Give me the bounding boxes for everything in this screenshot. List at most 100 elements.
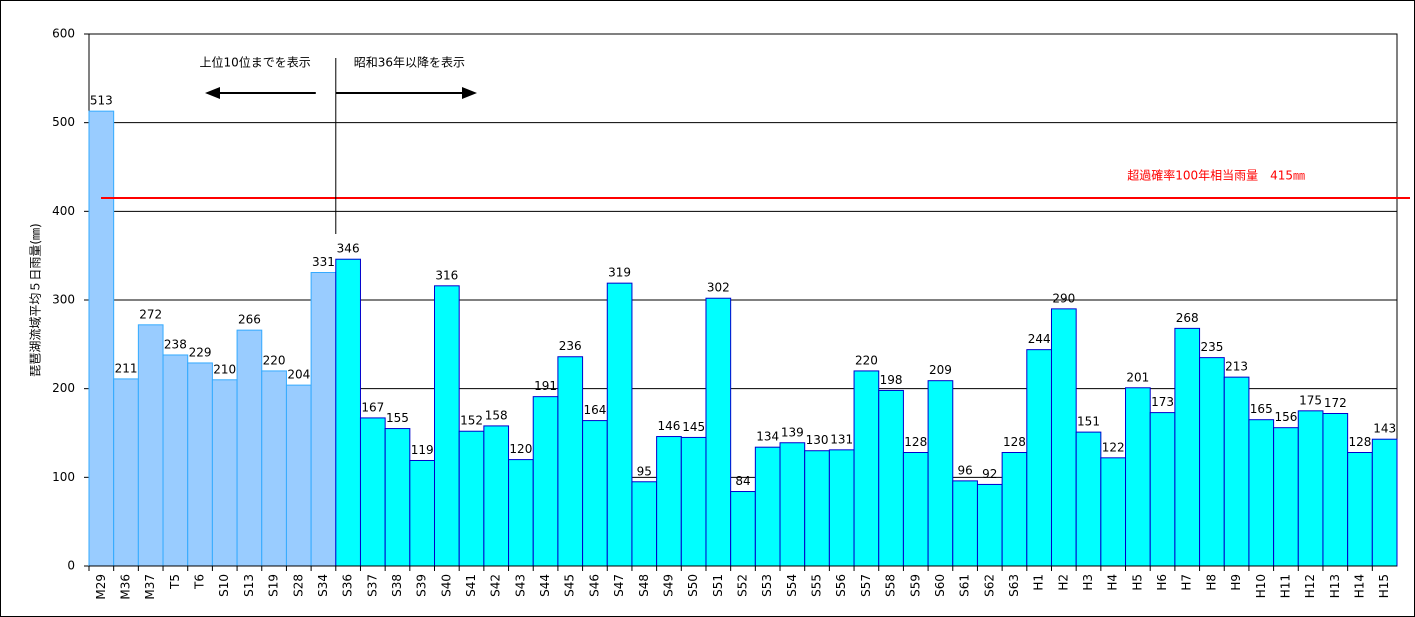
x-tick-label: H4 <box>1106 574 1120 591</box>
value-label: 172 <box>1324 396 1347 410</box>
bar <box>804 450 830 567</box>
value-label: 84 <box>735 474 750 488</box>
y-tick-label: 500 <box>52 115 75 129</box>
x-tick-label: M29 <box>94 574 108 600</box>
bar <box>1174 327 1201 567</box>
value-label: 235 <box>1200 340 1223 354</box>
bar <box>927 380 954 567</box>
x-tick-label: S53 <box>760 574 774 597</box>
x-tick-label: S19 <box>267 574 281 597</box>
bar <box>656 436 682 567</box>
value-label: 244 <box>1028 332 1051 346</box>
x-tick-label: H7 <box>1180 574 1194 591</box>
bar <box>458 430 485 567</box>
value-label: 146 <box>658 419 681 433</box>
x-tick-label: H8 <box>1204 574 1218 591</box>
value-label: 198 <box>880 373 903 387</box>
value-label: 131 <box>830 432 853 446</box>
bar <box>261 370 287 567</box>
value-label: 191 <box>534 379 557 393</box>
x-tick-label: H14 <box>1352 574 1366 598</box>
x-tick-label: S39 <box>415 574 429 597</box>
bar <box>680 436 707 567</box>
value-label: 236 <box>559 339 582 353</box>
x-tick-label: S38 <box>390 574 404 597</box>
x-tick-label: H3 <box>1081 574 1095 591</box>
bar <box>976 483 1003 567</box>
x-tick-label: H2 <box>1056 574 1070 591</box>
x-tick-label: S55 <box>810 574 824 597</box>
x-tick-label: S57 <box>859 574 873 597</box>
bar <box>162 354 189 567</box>
bar <box>1371 438 1398 567</box>
x-tick-label: S56 <box>834 574 848 597</box>
value-label: 152 <box>460 414 483 428</box>
x-tick-label: S52 <box>736 574 750 597</box>
bar <box>1297 410 1324 567</box>
bar <box>1149 412 1176 567</box>
bar <box>1248 419 1275 567</box>
reference-label: 超過確率100年相当雨量 415㎜ <box>1127 168 1305 183</box>
value-label: 128 <box>1349 435 1372 449</box>
value-label: 272 <box>139 307 162 321</box>
x-tick-label: S60 <box>933 574 947 597</box>
value-label: 128 <box>904 435 927 449</box>
x-tick-label: T6 <box>193 574 207 590</box>
bar <box>236 329 263 567</box>
value-label: 319 <box>608 266 631 280</box>
bar <box>902 452 929 567</box>
bar <box>88 110 115 567</box>
bar <box>1026 349 1052 567</box>
value-label: 238 <box>164 337 187 351</box>
x-tick-label: H1 <box>1032 574 1046 591</box>
value-label: 268 <box>1176 311 1199 325</box>
value-label: 175 <box>1299 393 1322 407</box>
bar <box>532 396 559 567</box>
value-label: 95 <box>637 464 652 478</box>
value-label: 164 <box>583 403 606 417</box>
value-label: 96 <box>957 463 972 477</box>
bar <box>754 446 781 567</box>
x-tick-label: S42 <box>489 574 503 597</box>
bar <box>359 417 386 567</box>
bar <box>310 272 337 567</box>
annotation: 上位10位までを表示 <box>200 55 311 70</box>
bar <box>853 370 880 567</box>
arrow-head <box>462 87 477 99</box>
value-label: 210 <box>213 362 236 376</box>
bar <box>187 362 213 567</box>
x-tick-label: H13 <box>1328 574 1342 598</box>
x-tick-label: S46 <box>587 574 601 597</box>
value-label: 220 <box>263 353 286 367</box>
x-tick-label: M37 <box>143 574 157 600</box>
value-label: 211 <box>115 361 138 375</box>
x-tick-label: S50 <box>686 574 700 597</box>
bar <box>705 297 732 567</box>
x-tick-label: H10 <box>1254 574 1268 598</box>
bar <box>483 425 510 567</box>
bar <box>631 481 658 567</box>
value-label: 204 <box>287 368 310 382</box>
value-label: 290 <box>1052 291 1075 305</box>
x-tick-label: S51 <box>711 574 725 597</box>
bar <box>582 420 608 567</box>
x-tick-label: S48 <box>637 574 651 597</box>
x-tick-label: S47 <box>612 574 626 597</box>
value-label: 165 <box>1250 402 1273 416</box>
y-tick-label: 200 <box>52 381 75 395</box>
x-tick-label: S54 <box>785 574 799 597</box>
x-tick-label: S58 <box>884 574 898 597</box>
value-label: 119 <box>411 443 434 457</box>
value-label: 158 <box>485 408 508 422</box>
x-tick-label: H11 <box>1278 574 1292 598</box>
bar <box>1075 431 1102 567</box>
x-tick-label: S45 <box>563 574 577 597</box>
value-label: 130 <box>806 433 829 447</box>
bar <box>779 442 806 567</box>
bar <box>1199 357 1225 567</box>
value-label: 229 <box>189 345 212 359</box>
value-label: 209 <box>929 363 952 377</box>
bar <box>557 356 584 567</box>
value-label: 139 <box>781 425 804 439</box>
